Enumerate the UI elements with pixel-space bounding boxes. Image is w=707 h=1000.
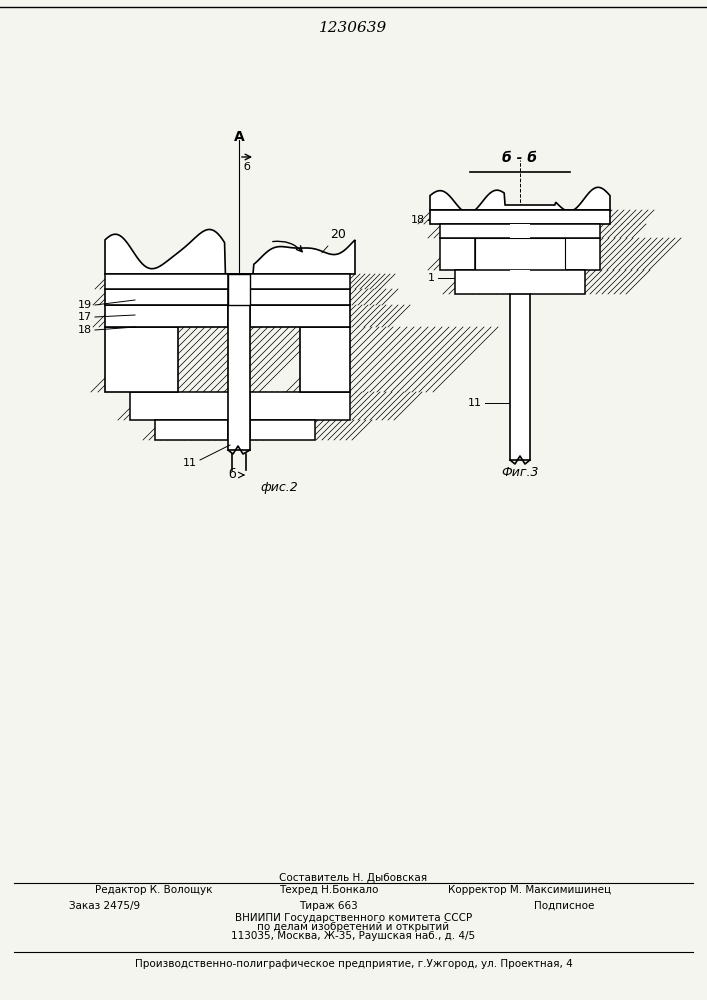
Bar <box>130 392 230 420</box>
Text: Составитель Н. Дыбовская: Составитель Н. Дыбовская <box>279 873 428 883</box>
Bar <box>510 270 530 294</box>
Bar <box>105 305 228 327</box>
Bar <box>105 274 228 289</box>
Bar <box>155 420 228 440</box>
Bar <box>250 305 350 327</box>
Text: 11: 11 <box>183 458 197 468</box>
Text: 1: 1 <box>428 273 435 283</box>
Bar <box>510 294 530 460</box>
Bar <box>250 274 350 289</box>
Bar <box>530 224 600 238</box>
Bar <box>565 238 600 270</box>
Bar <box>250 392 350 420</box>
Text: Подписное: Подписное <box>534 901 594 911</box>
Text: б: б <box>243 162 250 172</box>
Text: 11: 11 <box>468 398 482 408</box>
Text: 19: 19 <box>78 300 92 310</box>
Bar <box>105 327 178 392</box>
Bar <box>228 274 250 305</box>
Bar <box>300 327 350 392</box>
Bar <box>105 289 228 305</box>
Bar <box>130 392 230 420</box>
Bar <box>250 274 350 289</box>
Bar <box>455 270 585 294</box>
Bar <box>510 224 530 238</box>
Bar <box>475 238 565 270</box>
Bar <box>250 305 350 327</box>
Text: 113035, Москва, Ж-35, Раушская наб., д. 4/5: 113035, Москва, Ж-35, Раушская наб., д. … <box>231 931 476 941</box>
Bar <box>440 224 510 238</box>
Bar <box>300 327 350 392</box>
Text: Производственно-полиграфическое предприятие, г.Ужгород, ул. Проектная, 4: Производственно-полиграфическое предприя… <box>134 959 573 969</box>
Bar <box>105 305 228 327</box>
Text: Техред Н.Бонкало: Техред Н.Бонкало <box>279 885 378 895</box>
Text: Корректор М. Максимишинец: Корректор М. Максимишинец <box>448 885 612 895</box>
Bar <box>250 289 350 305</box>
Text: фис.2: фис.2 <box>260 481 298 493</box>
Polygon shape <box>105 229 355 274</box>
Text: Заказ 2475/9: Заказ 2475/9 <box>69 901 141 911</box>
Bar <box>430 210 610 224</box>
Text: A: A <box>233 130 245 144</box>
Text: 17: 17 <box>78 312 92 322</box>
Bar <box>155 420 228 440</box>
Text: Фиг.3: Фиг.3 <box>501 466 539 479</box>
Bar <box>105 289 228 305</box>
Bar <box>250 289 350 305</box>
Bar <box>440 238 475 270</box>
Text: ВНИИПИ Государственного комитета СССР: ВНИИПИ Государственного комитета СССР <box>235 913 472 923</box>
Text: 1230639: 1230639 <box>319 21 387 35</box>
Bar <box>250 392 350 420</box>
Text: Редактор К. Волощук: Редактор К. Волощук <box>95 885 213 895</box>
Text: 20: 20 <box>322 228 346 253</box>
Text: б - б: б - б <box>503 151 537 165</box>
Text: 18: 18 <box>78 325 92 335</box>
Bar <box>440 224 600 238</box>
Bar <box>250 420 315 440</box>
Bar <box>455 270 510 294</box>
Bar <box>440 238 475 270</box>
Bar <box>530 270 585 294</box>
Bar <box>430 210 610 224</box>
Text: по делам изобретений и открытий: по делам изобретений и открытий <box>257 922 450 932</box>
Bar <box>250 420 315 440</box>
Bar <box>565 238 600 270</box>
Bar <box>105 327 178 392</box>
Polygon shape <box>430 187 610 213</box>
Text: 18: 18 <box>411 215 425 225</box>
Text: б: б <box>228 468 236 482</box>
Bar <box>228 280 250 450</box>
Bar <box>105 274 228 289</box>
Text: Тираж 663: Тираж 663 <box>299 901 358 911</box>
